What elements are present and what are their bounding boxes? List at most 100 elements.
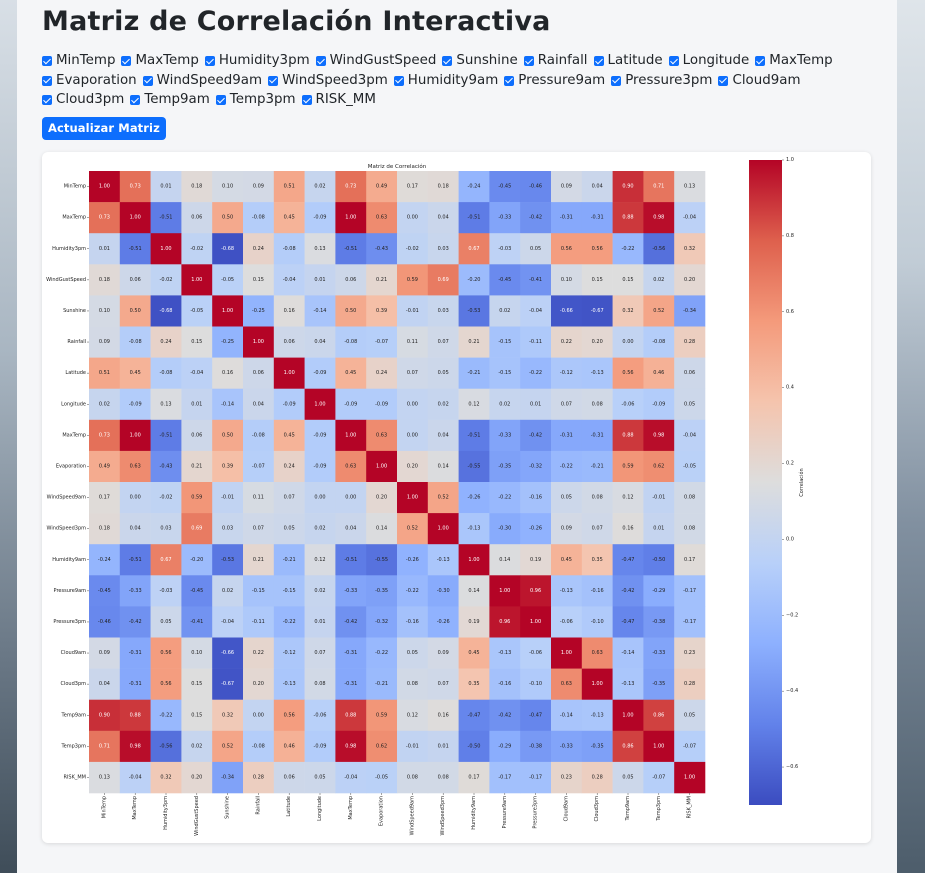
checkbox[interactable] bbox=[523, 56, 534, 67]
checkbox-item-9[interactable]: Evaporation bbox=[42, 72, 137, 91]
cell-value-label: -0.43 bbox=[375, 246, 388, 252]
update-matrix-button[interactable]: Actualizar Matriz bbox=[42, 117, 166, 140]
checkbox-item-2[interactable]: Humidity3pm bbox=[204, 52, 310, 71]
checkbox-item-4[interactable]: Sunshine bbox=[442, 52, 518, 71]
checkbox[interactable] bbox=[130, 95, 141, 106]
variable-checkbox-list: MinTemp MaxTemp Humidity3pm WindGustSpeed Su… bbox=[42, 52, 872, 110]
checkbox[interactable] bbox=[504, 75, 515, 86]
row-tick-label: Pressure9am bbox=[54, 588, 87, 594]
checkbox-label: Temp9am bbox=[144, 92, 210, 107]
checkbox[interactable] bbox=[42, 95, 52, 106]
checkbox-item-18[interactable]: Temp3pm bbox=[215, 91, 296, 110]
cell-value-label: 1.00 bbox=[345, 432, 356, 438]
heatmap-cell bbox=[458, 233, 490, 265]
checkbox[interactable] bbox=[755, 56, 766, 67]
heatmap-cell bbox=[150, 575, 182, 607]
cell-value-label: 0.04 bbox=[438, 215, 449, 221]
cell-value-label: -0.33 bbox=[560, 743, 573, 749]
cell-value-label: -0.21 bbox=[283, 557, 296, 563]
checkbox-item-1[interactable]: MaxTemp bbox=[121, 52, 199, 71]
checkbox[interactable] bbox=[204, 56, 215, 67]
heatmap-cell bbox=[273, 357, 305, 389]
heatmap-cell bbox=[243, 482, 275, 514]
heatmap-cell bbox=[243, 202, 275, 234]
checkbox[interactable] bbox=[121, 56, 132, 67]
cell-value-label: -0.24 bbox=[98, 557, 111, 563]
checkbox[interactable] bbox=[442, 56, 453, 67]
cell-value-label: -0.13 bbox=[437, 557, 450, 563]
heatmap-cell bbox=[643, 233, 675, 265]
cell-value-label: 0.46 bbox=[284, 743, 295, 749]
cell-value-label: 0.73 bbox=[99, 215, 110, 221]
cell-value-label: 0.52 bbox=[438, 495, 449, 501]
heatmap-cell bbox=[150, 544, 182, 576]
checkbox[interactable] bbox=[215, 95, 226, 106]
cell-value-label: -0.22 bbox=[622, 246, 635, 252]
heatmap-cell bbox=[674, 637, 706, 669]
heatmap-cell bbox=[273, 761, 305, 794]
checkbox-item-14[interactable]: Pressure3pm bbox=[611, 72, 712, 91]
checkbox-item-19[interactable]: RISK_MM bbox=[301, 91, 376, 110]
checkbox[interactable] bbox=[142, 75, 153, 86]
checkbox[interactable] bbox=[593, 56, 604, 67]
checkbox[interactable] bbox=[611, 75, 622, 86]
cell-value-label: 0.56 bbox=[284, 712, 295, 718]
heatmap-cell bbox=[273, 326, 305, 358]
checkbox-item-8[interactable]: MaxTemp bbox=[755, 52, 833, 71]
heatmap-cell bbox=[489, 357, 521, 389]
heatmap-cell bbox=[150, 637, 182, 669]
checkbox[interactable] bbox=[268, 75, 279, 86]
heatmap-cell bbox=[489, 171, 521, 203]
cell-value-label: 0.02 bbox=[314, 588, 325, 594]
checkbox-item-11[interactable]: WindSpeed3pm bbox=[268, 72, 388, 91]
heatmap-cell bbox=[366, 357, 398, 389]
checkbox[interactable] bbox=[301, 95, 312, 106]
checkbox[interactable] bbox=[315, 56, 326, 67]
checkbox-item-3[interactable]: WindGustSpeed bbox=[315, 52, 436, 71]
heatmap-cell bbox=[366, 202, 398, 234]
checkbox[interactable] bbox=[668, 56, 679, 67]
heatmap-cell bbox=[489, 450, 521, 483]
cell-value-label: 0.02 bbox=[653, 277, 664, 283]
cell-value-label: 0.50 bbox=[222, 432, 233, 438]
checkbox-item-0[interactable]: MinTemp bbox=[42, 52, 115, 71]
checkbox-item-17[interactable]: Temp9am bbox=[130, 91, 210, 110]
cell-value-label: 0.52 bbox=[407, 526, 418, 532]
checkbox[interactable] bbox=[42, 75, 52, 86]
cell-value-label: -0.20 bbox=[468, 277, 481, 283]
cell-value-label: 0.17 bbox=[99, 495, 110, 501]
heatmap-cell bbox=[89, 171, 121, 203]
heatmap-cell bbox=[612, 419, 644, 452]
checkbox-item-13[interactable]: Pressure9am bbox=[504, 72, 605, 91]
cell-value-label: 0.28 bbox=[592, 774, 603, 780]
cell-value-label: 0.90 bbox=[99, 712, 110, 718]
page-title: Matriz de Correlación Interactiva bbox=[42, 6, 551, 37]
checkbox-item-5[interactable]: Rainfall bbox=[523, 52, 588, 71]
checkbox[interactable] bbox=[42, 56, 52, 67]
checkbox[interactable] bbox=[718, 75, 729, 86]
cell-value-label: -0.05 bbox=[375, 774, 388, 780]
cell-value-label: 0.20 bbox=[376, 495, 387, 501]
checkbox-label: RISK_MM bbox=[315, 92, 376, 107]
checkbox-item-7[interactable]: Longitude bbox=[668, 52, 749, 71]
checkbox-item-6[interactable]: Latitude bbox=[593, 52, 663, 71]
cell-value-label: 0.35 bbox=[592, 557, 603, 563]
heatmap-cell bbox=[643, 295, 675, 327]
checkbox-item-10[interactable]: WindSpeed9am bbox=[142, 72, 262, 91]
heatmap-cell bbox=[335, 233, 367, 265]
cell-value-label: -0.17 bbox=[683, 588, 696, 594]
checkbox-item-12[interactable]: Humidity9am bbox=[393, 72, 498, 91]
heatmap-cell bbox=[458, 668, 490, 700]
cell-value-label: 0.22 bbox=[561, 339, 572, 345]
heatmap-cell bbox=[150, 419, 182, 452]
cell-value-label: 0.14 bbox=[499, 557, 510, 563]
cell-value-label: -0.50 bbox=[468, 743, 481, 749]
cell-value-label: -0.15 bbox=[498, 339, 511, 345]
background-right bbox=[897, 0, 925, 873]
checkbox[interactable] bbox=[393, 75, 404, 86]
checkbox-item-16[interactable]: Cloud3pm bbox=[42, 91, 124, 110]
cell-value-label: 0.46 bbox=[653, 370, 664, 376]
cell-value-label: 0.02 bbox=[314, 184, 325, 190]
heatmap-cell bbox=[304, 668, 336, 700]
checkbox-item-15[interactable]: Cloud9am bbox=[718, 72, 801, 91]
